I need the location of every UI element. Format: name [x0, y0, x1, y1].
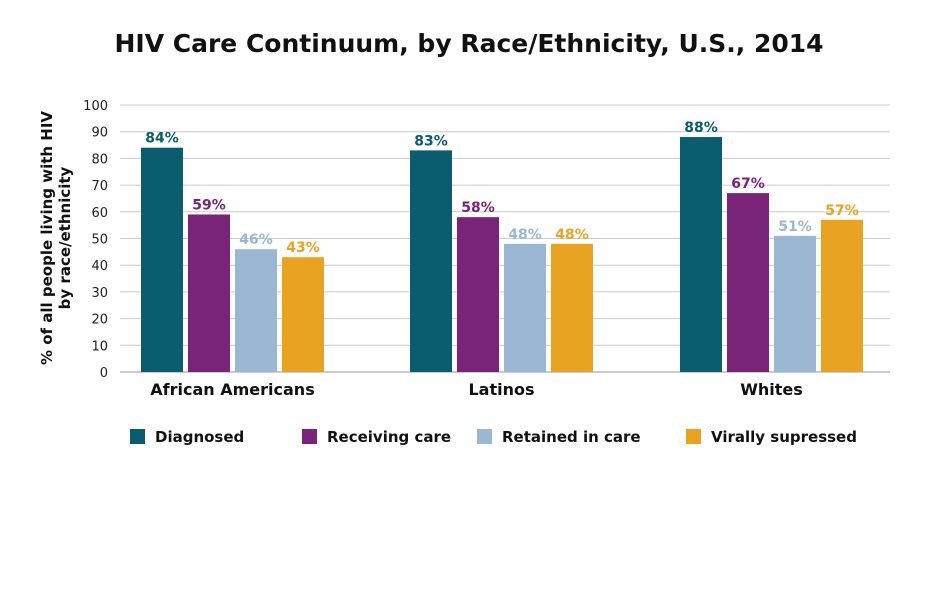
legend-swatch: [686, 429, 701, 444]
data-label: 46%: [239, 232, 273, 248]
data-label: 57%: [825, 203, 859, 219]
bar-virally-supressed: [821, 219, 863, 372]
legend-label: Receiving care: [327, 428, 451, 446]
data-label: 48%: [555, 227, 589, 243]
data-label: 58%: [461, 200, 495, 216]
y-tick-label: 40: [91, 259, 108, 274]
legend-label: Virally supressed: [711, 428, 857, 446]
x-category-label: African Americans: [150, 380, 314, 399]
chart-title: HIV Care Continuum, by Race/Ethnicity, U…: [114, 29, 823, 58]
bar-retained-in-care: [774, 235, 816, 372]
bar-retained-in-care: [235, 249, 277, 372]
x-category-label: Latinos: [468, 380, 534, 399]
y-tick-label: 70: [91, 179, 108, 194]
bar-diagnosed: [680, 137, 722, 372]
data-label: 84%: [145, 131, 179, 147]
y-tick-label: 50: [91, 233, 108, 248]
y-tick-label: 10: [91, 339, 108, 354]
bar-receiving-care: [727, 193, 769, 372]
data-label: 48%: [508, 227, 542, 243]
y-tick-label: 20: [91, 313, 108, 328]
bar-virally-supressed: [551, 243, 593, 372]
y-tick-label: 60: [91, 206, 108, 221]
data-label: 67%: [731, 176, 765, 192]
y-tick-label: 100: [83, 99, 108, 114]
bar-diagnosed: [410, 150, 452, 372]
legend-swatch: [302, 429, 317, 444]
data-label: 43%: [286, 240, 320, 256]
bar-diagnosed: [141, 147, 183, 372]
y-tick-label: 30: [91, 286, 108, 301]
legend-swatch: [130, 429, 145, 444]
bar-receiving-care: [188, 214, 230, 372]
bar-retained-in-care: [504, 243, 546, 372]
y-tick-label: 80: [91, 152, 108, 167]
legend-swatch: [477, 429, 492, 444]
legend-label: Retained in care: [502, 428, 641, 446]
x-category-label: Whites: [740, 380, 803, 399]
data-label: 51%: [778, 219, 812, 235]
bar-receiving-care: [457, 217, 499, 372]
legend-label: Diagnosed: [155, 428, 244, 446]
bar-virally-supressed: [282, 257, 324, 372]
data-label: 88%: [684, 120, 718, 136]
data-label: 83%: [414, 133, 448, 149]
y-tick-label: 90: [91, 126, 108, 141]
y-axis-label-line2: by race/ethnicity: [56, 166, 74, 309]
y-axis-label-line1: % of all people living with HIV: [38, 111, 56, 365]
data-label: 59%: [192, 197, 226, 213]
y-tick-label: 0: [100, 366, 108, 381]
